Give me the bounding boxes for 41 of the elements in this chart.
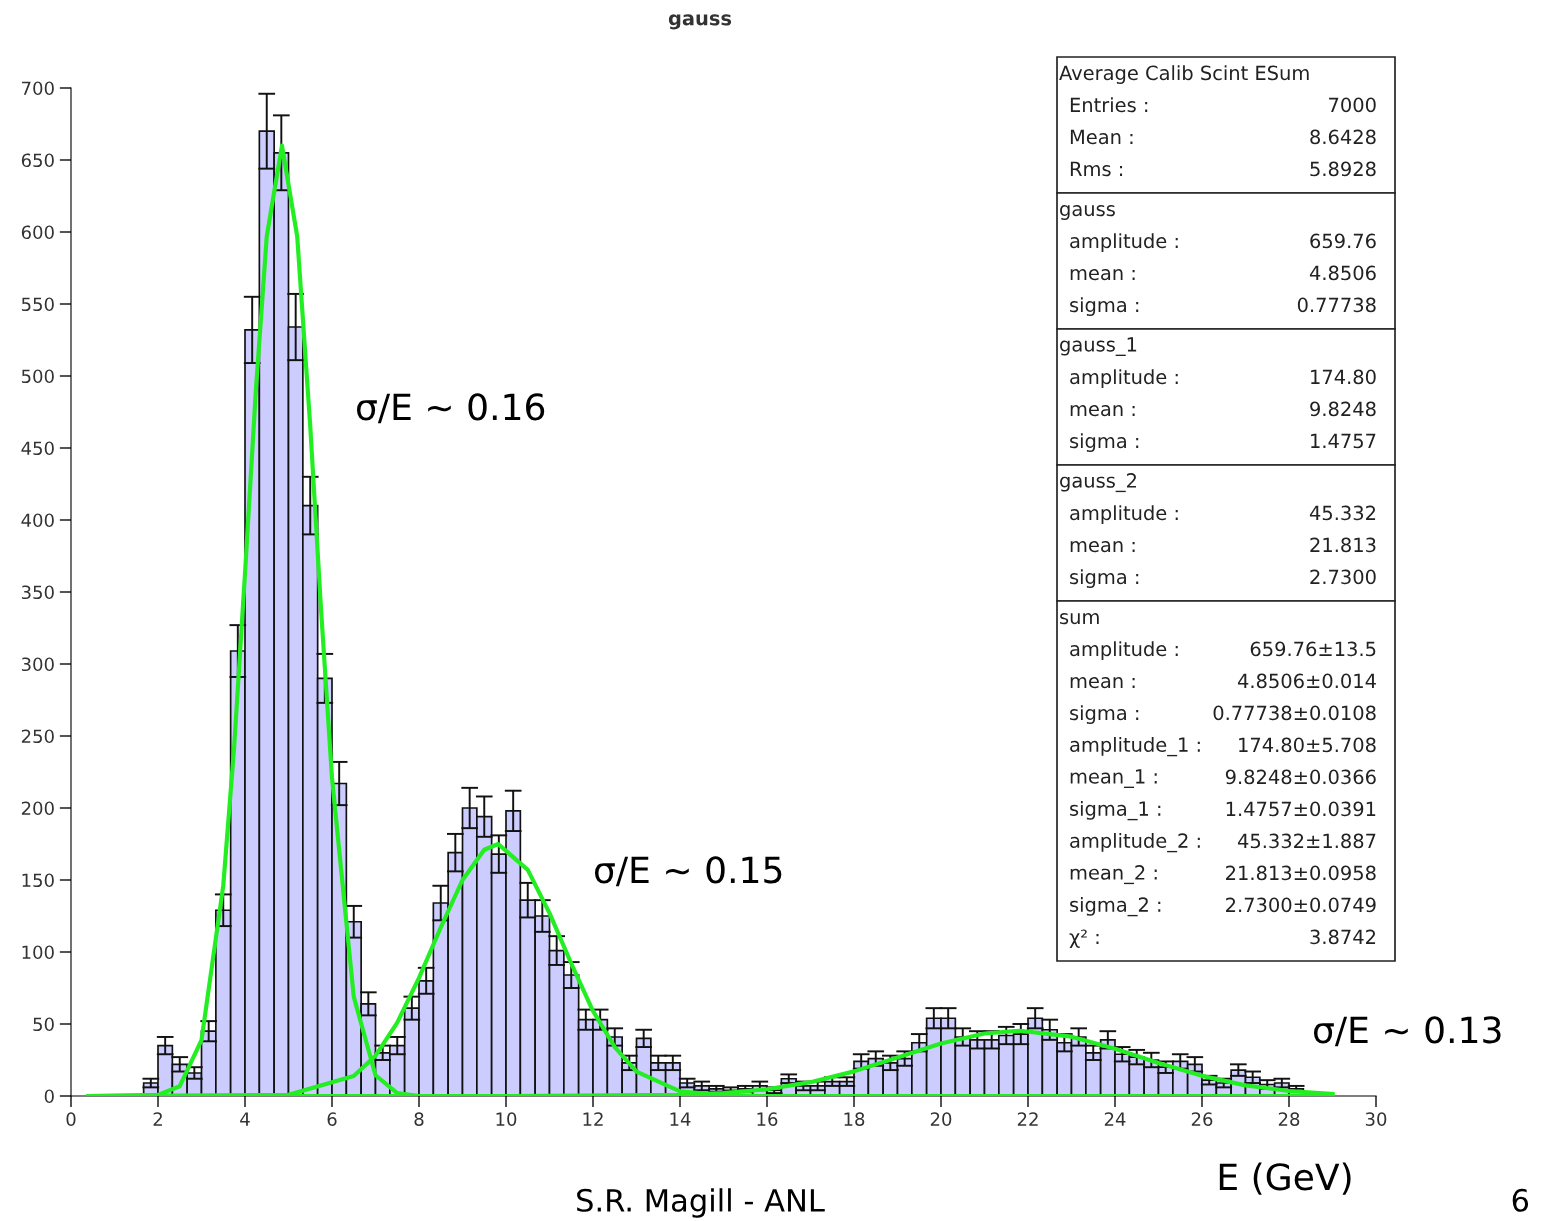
x-tick-label: 20 (930, 1112, 952, 1126)
x-tick-label: 24 (1104, 1112, 1126, 1126)
x-tick-label: 14 (670, 1112, 691, 1126)
y-tick-label: 550 (21, 297, 54, 312)
y-tick-label: 250 (21, 729, 54, 744)
y-tick-label: 450 (21, 441, 54, 456)
x-tick-label: 10 (496, 1112, 517, 1126)
y-tick-label: 650 (21, 153, 54, 168)
annotation: σ/E ~ 0.13 (1313, 1016, 1501, 1047)
y-tick-label: 300 (21, 657, 54, 672)
x-tick-label: 18 (844, 1112, 865, 1126)
y-tick-label: 500 (21, 369, 54, 384)
chart-title: gauss (668, 14, 732, 30)
y-tick-label: 200 (21, 801, 54, 816)
annotation: σ/E ~ 0.16 (356, 393, 545, 424)
text: sum amplitude : 659.76±13.5 mean : 4.8506±0.014 sigma : 0.77738±0.0108 amplitude_1 : 174.80±5.708 mean_1 : 9.8248±0.0366 sigma_1 : 1.4757±0.0391 amplitude_2 : 45.332±1.887 mean_2 : 21.813±0.0958 sigma_2 : 2.7300±0.0749 χ² : 3.8742 (1060, 613, 1376, 949)
x-tick-label: 4 (240, 1112, 250, 1126)
y-tick-label: 100 (22, 945, 54, 960)
x-tick-label: 26 (1191, 1112, 1213, 1126)
x-tick-label: 2 (153, 1112, 162, 1126)
x-tick-label: 6 (327, 1112, 337, 1126)
x-tick-label: 28 (1278, 1112, 1300, 1126)
text: Average Calib Scint ESum Entries : 7000 Mean : 8.6428 Rms : 5.8928 (1059, 65, 1376, 177)
y-tick-label: 0 (44, 1089, 54, 1104)
x-tick-label: 30 (1365, 1112, 1387, 1126)
x-tick-label: 16 (757, 1112, 778, 1126)
text: S.R. Magill - ANL (577, 1188, 825, 1218)
y-tick-label: 50 (33, 1017, 54, 1032)
y-tick-label: 700 (22, 81, 54, 96)
y-tick-label: 400 (21, 513, 54, 528)
text: 6 (1512, 1188, 1529, 1212)
y-tick-label: 150 (22, 873, 54, 888)
x-axis-title: E (GeV) (1219, 1162, 1351, 1195)
x-tick-label: 0 (66, 1112, 76, 1126)
x-tick-label: 12 (583, 1112, 603, 1126)
x-tick-label: 22 (1017, 1112, 1038, 1126)
text: gauss_2 amplitude : 45.332 mean : 21.813 sigma : 2.7300 (1060, 473, 1376, 589)
y-tick-label: 600 (21, 225, 54, 240)
y-tick-label: 350 (21, 585, 54, 600)
x-tick-label: 8 (414, 1112, 424, 1126)
annotation: σ/E ~ 0.15 (594, 856, 782, 887)
